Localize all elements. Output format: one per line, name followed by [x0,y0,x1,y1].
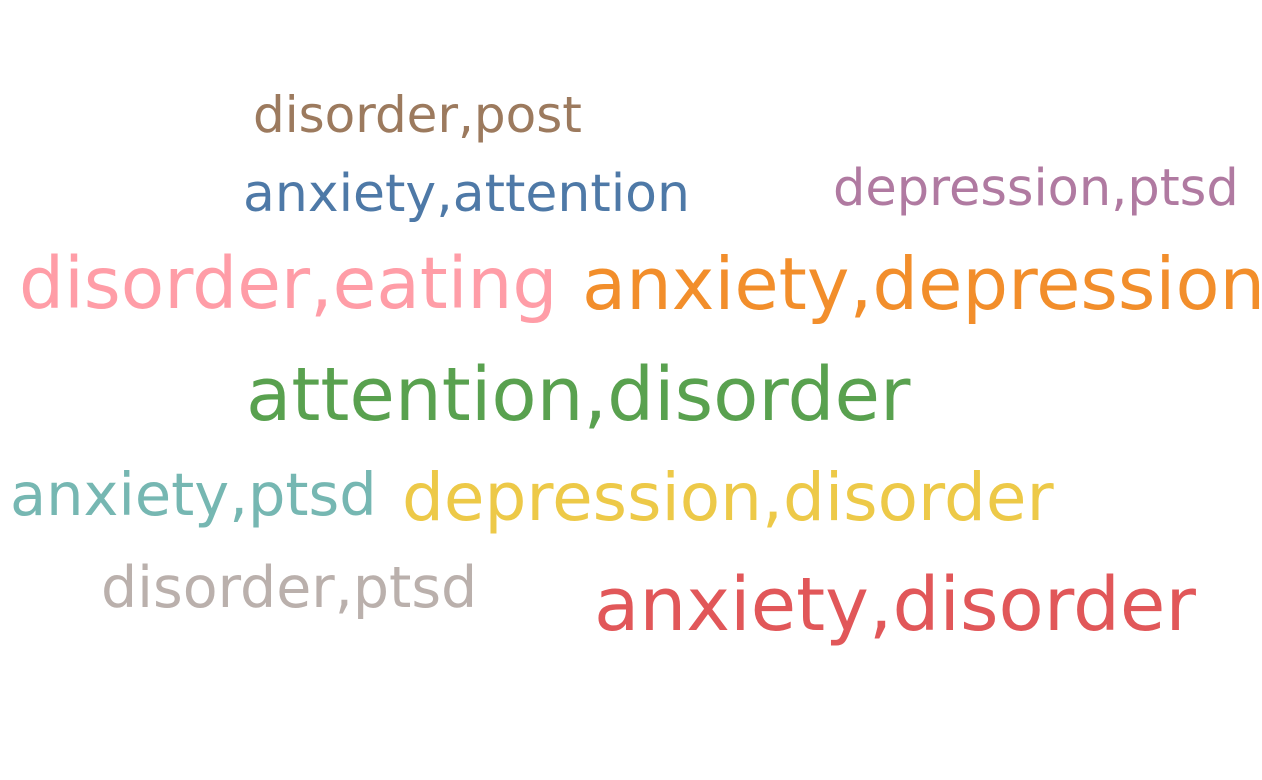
word-depression-disorder: depression,disorder [402,459,1054,536]
word-anxiety-attention: anxiety,attention [243,164,690,224]
word-anxiety-depression: anxiety,depression [582,242,1262,326]
word-disorder-post: disorder,post [253,86,582,144]
word-disorder-ptsd: disorder,ptsd [101,555,478,621]
word-disorder-eating: disorder,eating [19,242,558,325]
word-attention-disorder: attention,disorder [246,352,911,438]
word-depression-ptsd: depression,ptsd [833,159,1239,218]
word-anxiety-ptsd: anxiety,ptsd [10,460,377,529]
word-anxiety-disorder: anxiety,disorder [594,562,1196,648]
